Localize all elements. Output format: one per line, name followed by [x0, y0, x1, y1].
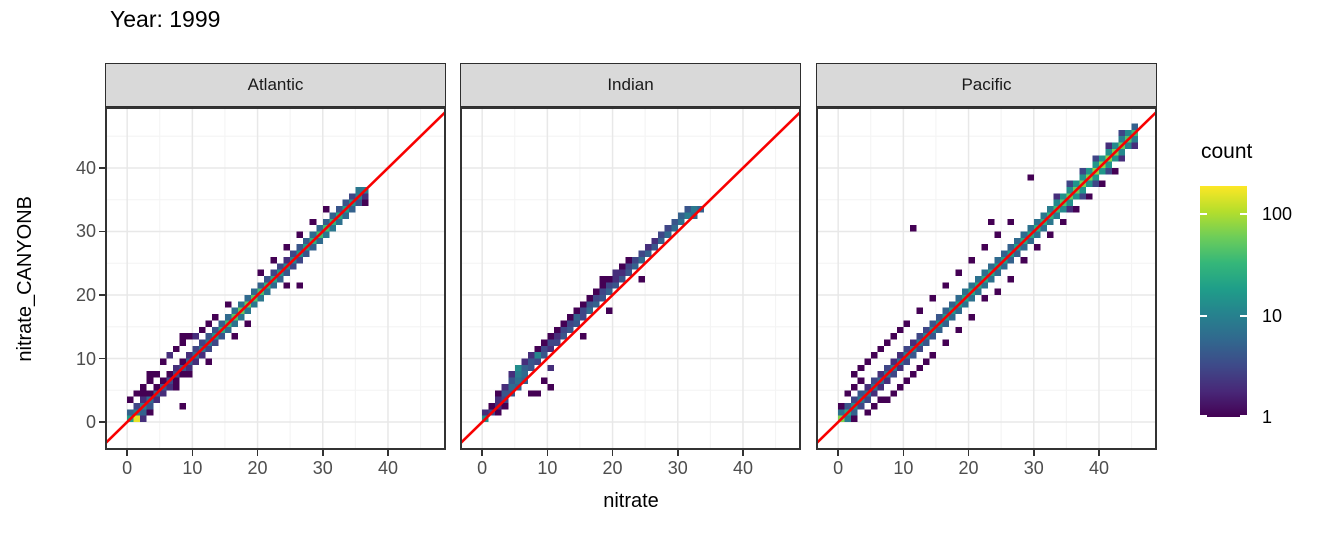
legend-tick-mark [1240, 213, 1247, 216]
x-tick-label: 10 [182, 458, 203, 478]
identity-line [105, 109, 446, 446]
facet-atlantic: Atlantic 0 10 20 30 40 [105, 63, 446, 482]
identity-line [816, 109, 1157, 446]
y-tick-mark [99, 421, 105, 423]
x-tick-mark [967, 450, 970, 456]
identity-line [460, 109, 801, 446]
legend-tick-mark [1240, 314, 1247, 317]
y-tick-label: 40 [75, 157, 96, 178]
y-tick-label: 30 [75, 221, 96, 242]
plot-title: Year: 1999 [110, 6, 221, 32]
x-tick-mark [191, 450, 194, 456]
x-tick-mark [611, 450, 614, 456]
x-tick-mark [742, 450, 744, 456]
panel-grid [816, 107, 1157, 450]
legend-tick-mark [1200, 314, 1207, 317]
y-axis-title: nitrate_CANYONB [8, 107, 42, 450]
y-tick-label: 0 [85, 412, 96, 433]
x-tick-label: 30 [667, 458, 688, 478]
facet-panel-indian [460, 107, 801, 450]
legend-colorbar [1200, 186, 1247, 417]
y-tick-mark [99, 230, 105, 233]
x-tick-label: 0 [122, 458, 133, 478]
legend-title: count [1201, 140, 1253, 163]
y-tick-mark [99, 167, 105, 169]
y-tick-mark [99, 294, 105, 296]
facet-strip-indian: Indian [460, 63, 801, 107]
x-axis-atlantic: 0 10 20 30 40 [105, 450, 446, 482]
y-axis: 0 10 20 30 40 [58, 107, 105, 450]
facet-panel-atlantic [105, 107, 446, 450]
x-axis-title: nitrate [603, 490, 659, 512]
x-tick-label: 20 [602, 458, 623, 478]
x-tick-mark [481, 450, 483, 456]
x-tick-mark [387, 450, 389, 456]
x-tick-mark [546, 450, 549, 456]
facet-pacific: Pacific 0 10 20 30 40 [816, 63, 1157, 482]
x-tick-mark [902, 450, 905, 456]
legend-tick-label: 10 [1262, 305, 1283, 326]
x-tick-mark [837, 450, 839, 456]
x-tick-mark [676, 450, 679, 456]
x-tick-label: 10 [893, 458, 914, 478]
x-tick-mark [256, 450, 259, 456]
x-tick-mark [321, 450, 324, 456]
x-tick-label: 20 [247, 458, 268, 478]
x-tick-mark [1098, 450, 1100, 456]
x-tick-mark [1032, 450, 1035, 456]
x-axis-pacific: 0 10 20 30 40 [816, 450, 1157, 482]
legend-tick-label: 100 [1262, 204, 1293, 225]
facet-strip-atlantic: Atlantic [105, 63, 446, 107]
x-tick-label: 0 [833, 458, 844, 478]
legend-tick-mark [1240, 415, 1247, 417]
legend-tick-label: 1 [1262, 407, 1273, 427]
y-tick-mark [99, 357, 105, 360]
x-tick-label: 30 [312, 458, 333, 478]
facet-indian: Indian 0 10 20 30 40 [460, 63, 801, 482]
panel-grid [460, 107, 801, 450]
legend-tick-mark [1200, 213, 1207, 216]
x-tick-label: 10 [537, 458, 558, 478]
facet-strip-pacific: Pacific [816, 63, 1157, 107]
x-tick-label: 30 [1023, 458, 1044, 478]
x-tick-label: 40 [377, 458, 398, 478]
y-axis-title-text: nitrate_CANYONB [13, 195, 36, 362]
y-tick-label: 10 [75, 348, 96, 369]
x-tick-label: 40 [1088, 458, 1109, 478]
x-axis-indian: 0 10 20 30 40 [460, 450, 801, 482]
facet-panel-pacific [816, 107, 1157, 450]
legend: count 100 10 1 [1196, 140, 1344, 430]
y-tick-label: 20 [75, 285, 96, 305]
x-tick-label: 20 [958, 458, 979, 478]
x-tick-mark [126, 450, 128, 456]
x-tick-label: 40 [732, 458, 753, 478]
x-tick-label: 0 [477, 458, 488, 478]
legend-tick-mark [1200, 415, 1207, 417]
